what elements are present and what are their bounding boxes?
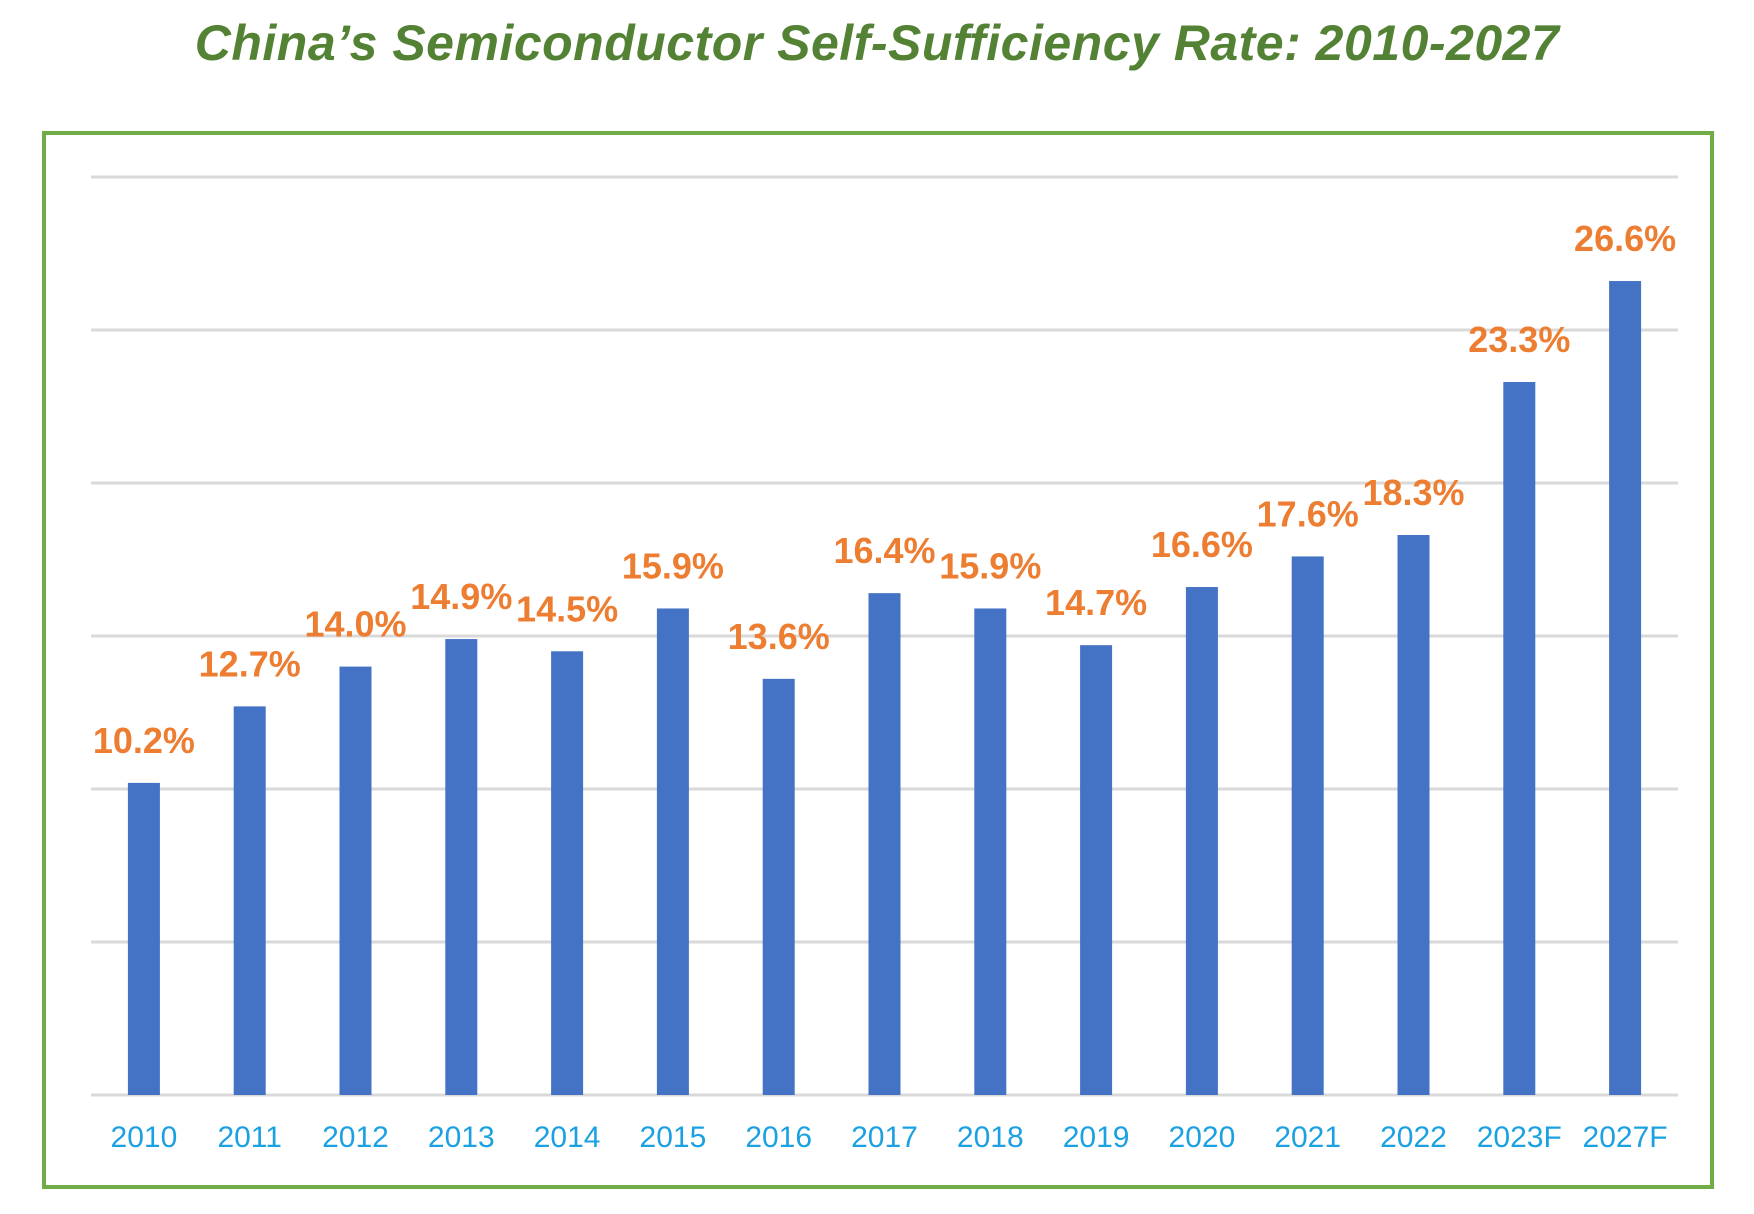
x-tick-label-2023F: 2023F xyxy=(1477,1121,1562,1154)
x-tick-label-2012: 2012 xyxy=(322,1121,389,1154)
x-axis-tick-labels: 2010 2011 2012 2013 2014 2015 2016 2017 2018 2019… xyxy=(111,1121,1668,1154)
bar-2011 xyxy=(233,706,266,1095)
data-label-2019: 14.7% xyxy=(1045,582,1147,623)
bar-2014 xyxy=(551,651,584,1095)
x-tick-label-2010: 2010 xyxy=(111,1121,178,1154)
bar-2021 xyxy=(1291,556,1324,1095)
bar-2017 xyxy=(868,593,901,1095)
bar-2027F xyxy=(1609,281,1642,1095)
x-tick-label-2020: 2020 xyxy=(1169,1121,1236,1154)
bar-2016 xyxy=(762,678,795,1095)
data-label-2022: 18.3% xyxy=(1362,472,1464,513)
x-tick-label-2021: 2021 xyxy=(1274,1121,1341,1154)
x-tick-label-2017: 2017 xyxy=(851,1121,918,1154)
bar-chart: 10.2%12.7%14.0%14.9% 14.5%15.9%13.6%16.4%… xyxy=(91,175,1678,1154)
x-tick-label-2013: 2013 xyxy=(428,1121,495,1154)
data-labels: 10.2%12.7%14.0%14.9% 14.5%15.9%13.6%16.4%… xyxy=(93,218,1676,761)
bars xyxy=(127,281,1642,1095)
bar-2022 xyxy=(1397,535,1430,1095)
bar-2013 xyxy=(445,639,478,1095)
x-tick-label-2015: 2015 xyxy=(640,1121,707,1154)
data-label-2018: 15.9% xyxy=(939,545,1041,586)
chart-title: China’s Semiconductor Self-Sufficiency R… xyxy=(194,15,1560,71)
bar-2018 xyxy=(974,608,1007,1095)
x-tick-label-2016: 2016 xyxy=(745,1121,812,1154)
bar-2012 xyxy=(339,666,372,1095)
data-label-2010: 10.2% xyxy=(93,720,195,761)
data-label-2021: 17.6% xyxy=(1257,493,1359,534)
x-tick-label-2018: 2018 xyxy=(957,1121,1024,1154)
data-label-2027F: 26.6% xyxy=(1574,218,1676,259)
data-label-2011: 12.7% xyxy=(199,643,301,684)
x-tick-label-2014: 2014 xyxy=(534,1121,601,1154)
data-label-2020: 16.6% xyxy=(1151,524,1253,565)
x-tick-label-2019: 2019 xyxy=(1063,1121,1130,1154)
bar-2020 xyxy=(1185,587,1218,1095)
data-label-2016: 13.6% xyxy=(728,616,830,657)
data-label-2015: 15.9% xyxy=(622,545,724,586)
bar-2015 xyxy=(656,608,689,1095)
bar-2019 xyxy=(1080,645,1113,1095)
data-label-2017: 16.4% xyxy=(833,530,935,571)
data-label-2014: 14.5% xyxy=(516,588,618,629)
x-tick-label-2022: 2022 xyxy=(1380,1121,1447,1154)
x-tick-label-2027F: 2027F xyxy=(1583,1121,1668,1154)
data-label-2023F: 23.3% xyxy=(1468,319,1570,360)
bar-2023F xyxy=(1503,382,1536,1095)
chart-frame: 10.2% 12.7% 14.0% 14.9% 14.5% 15.9% 13.6% 16.4%… xyxy=(42,131,1714,1189)
bar-2010 xyxy=(127,782,160,1095)
x-tick-label-2011: 2011 xyxy=(217,1121,282,1154)
data-label-2012: 14.0% xyxy=(304,604,406,645)
data-label-2013: 14.9% xyxy=(410,576,512,617)
